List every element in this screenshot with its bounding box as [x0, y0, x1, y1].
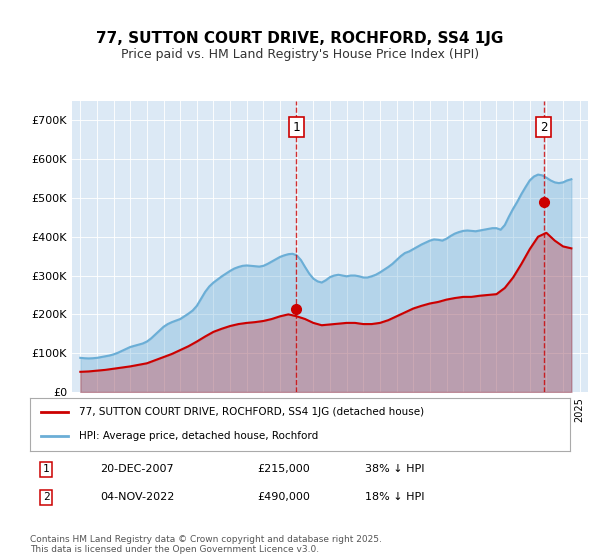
Text: HPI: Average price, detached house, Rochford: HPI: Average price, detached house, Roch… [79, 431, 318, 441]
Text: 38% ↓ HPI: 38% ↓ HPI [365, 464, 424, 474]
Text: 20-DEC-2007: 20-DEC-2007 [100, 464, 174, 474]
Text: 2: 2 [540, 120, 547, 133]
Text: 18% ↓ HPI: 18% ↓ HPI [365, 492, 424, 502]
Text: 77, SUTTON COURT DRIVE, ROCHFORD, SS4 1JG: 77, SUTTON COURT DRIVE, ROCHFORD, SS4 1J… [97, 31, 503, 46]
Text: £215,000: £215,000 [257, 464, 310, 474]
Text: 2: 2 [43, 492, 50, 502]
Text: Price paid vs. HM Land Registry's House Price Index (HPI): Price paid vs. HM Land Registry's House … [121, 48, 479, 60]
Text: 1: 1 [292, 120, 300, 133]
Text: 77, SUTTON COURT DRIVE, ROCHFORD, SS4 1JG (detached house): 77, SUTTON COURT DRIVE, ROCHFORD, SS4 1J… [79, 408, 424, 418]
Text: 1: 1 [43, 464, 50, 474]
Text: £490,000: £490,000 [257, 492, 310, 502]
Text: Contains HM Land Registry data © Crown copyright and database right 2025.
This d: Contains HM Land Registry data © Crown c… [30, 535, 382, 554]
Text: 04-NOV-2022: 04-NOV-2022 [100, 492, 175, 502]
